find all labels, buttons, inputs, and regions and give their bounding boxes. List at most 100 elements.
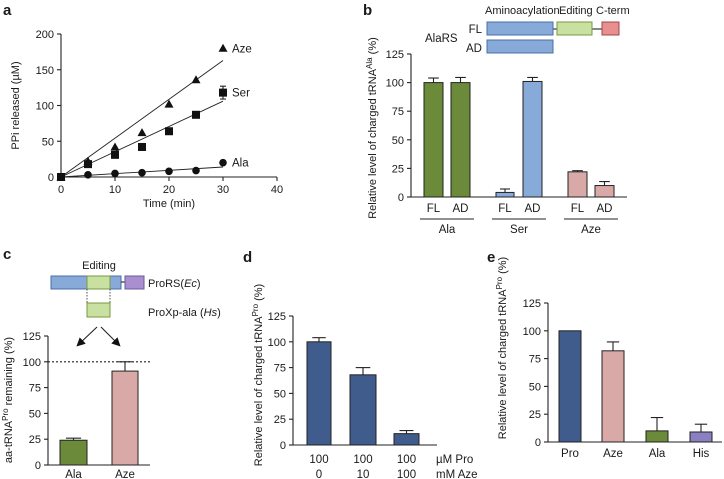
d-bar — [349, 374, 377, 446]
c-y-axis-label-superscript: Pro — [1, 408, 10, 421]
c-bar — [59, 439, 88, 466]
d-aze-concentration: 0 — [316, 469, 322, 479]
a-y-tick-label: 50 — [42, 136, 54, 148]
e-bar-label: Pro — [561, 448, 579, 460]
c-proxp-ala-label: ProXp-ala (Hs) — [148, 307, 221, 319]
c-y-axis-label-unit: remaining (%) — [3, 337, 15, 409]
c-editing-label: Editing — [82, 260, 116, 272]
c-proxp-ala-label-close: ) — [217, 307, 221, 319]
b-bar — [495, 191, 515, 198]
b-fl-cterm-domain — [601, 21, 620, 36]
d-bar — [306, 341, 332, 446]
d-aze-concentration: 100 — [397, 469, 416, 479]
b-y-tick-label: 125 — [386, 49, 404, 61]
b-bar-label: FL — [571, 203, 585, 215]
e-bar — [645, 430, 669, 443]
a-x-tick-label: 40 — [271, 184, 283, 196]
c-proxp-ala-label-text: ProXp-ala ( — [148, 307, 204, 319]
c-arrow-to-ala — [76, 326, 98, 347]
b-bar — [423, 82, 444, 198]
d-pro-concentration: 100 — [309, 454, 328, 466]
d-y-tick-label: 50 — [274, 388, 286, 400]
a-point-ala — [138, 168, 146, 177]
b-y-tick-label: 50 — [392, 135, 404, 147]
d-y-tick-label: 0 — [280, 440, 286, 452]
c-prors-label-text: ProRS( — [148, 278, 184, 290]
e-bar-label: Ala — [649, 448, 666, 460]
b-bar — [450, 82, 471, 198]
c-bar — [111, 370, 139, 466]
c-y-axis-label-text: aa-tRNA — [3, 420, 15, 463]
d-y-axis-label: Relative level of charged tRNAPro (%) — [251, 284, 266, 466]
d-y-tick-label: 100 — [268, 337, 286, 349]
panel-label-a: a — [3, 2, 12, 19]
c-prors-cterm-domain — [124, 275, 145, 290]
b-bar-label: AD — [453, 203, 469, 215]
a-series-label-aze: Aze — [232, 43, 252, 55]
b-bar-label: FL — [427, 203, 441, 215]
b-fl-aminoacylation-domain — [486, 21, 554, 36]
a-point-ser — [165, 127, 173, 136]
c-prors-label: ProRS(Ec) — [148, 278, 201, 290]
b-group-label: Aze — [581, 224, 601, 236]
d-y-axis-label-text: Relative level of charged tRNA — [253, 316, 265, 466]
e-bar — [558, 330, 582, 443]
b-domain-label-cterm: C-term — [596, 5, 630, 17]
a-point-ala — [165, 167, 173, 176]
a-point-ser — [111, 150, 119, 159]
e-bar — [601, 350, 625, 443]
c-y-tick-label: 0 — [35, 460, 41, 472]
d-aze-unit-label: mM Aze — [436, 469, 478, 479]
a-x-tick-label: 20 — [163, 184, 175, 196]
a-point-aze — [137, 128, 147, 137]
b-y-tick-label: 100 — [386, 78, 404, 90]
c-proxp-ala-label-species: Hs — [204, 307, 218, 319]
b-y-axis-label-unit: (%) — [367, 37, 379, 57]
a-point-ala — [219, 158, 227, 167]
d-y-tick-label: 125 — [268, 311, 286, 323]
d-y-axis-label-superscript: Pro — [251, 303, 260, 316]
panel-label-b: b — [363, 2, 372, 19]
a-y-tick-label: 0 — [48, 172, 54, 184]
b-domain-label-aminoacylation: Aminoacylation — [485, 5, 560, 17]
a-x-axis-label: Time (min) — [143, 198, 195, 210]
a-series-label-ala: Ala — [232, 158, 249, 170]
b-y-axis-label-text: Relative level of charged tRNA — [367, 68, 379, 218]
a-series-label-ser: Ser — [232, 88, 250, 100]
e-y-tick-label: 25 — [529, 409, 541, 421]
a-point-ala — [192, 166, 200, 175]
b-fl-editing-domain — [556, 21, 593, 36]
e-y-axis-label-unit: (%) — [497, 257, 509, 277]
b-bar — [567, 171, 588, 198]
c-y-tick-label: 125 — [23, 331, 41, 343]
c-y-tick-label: 100 — [23, 357, 41, 369]
e-y-tick-label: 50 — [529, 381, 541, 393]
b-y-tick-label: 75 — [392, 106, 404, 118]
a-point-ala — [111, 169, 119, 178]
c-prors-editing-domain — [86, 275, 111, 290]
c-bar-label: Ala — [65, 469, 82, 479]
a-point-ser — [192, 110, 200, 119]
e-y-axis-label: Relative level of charged tRNAPro (%) — [495, 257, 510, 439]
a-x-tick-label: 10 — [109, 184, 121, 196]
a-x-tick-label: 30 — [217, 184, 229, 196]
d-y-tick-label: 75 — [274, 363, 286, 375]
b-bar-label: AD — [597, 203, 613, 215]
d-pro-concentration: 100 — [353, 454, 372, 466]
a-point-ser — [219, 88, 227, 97]
b-group-label: Ala — [439, 224, 456, 236]
b-y-axis-label-superscript: Ala — [365, 57, 374, 69]
a-y-axis-label: PPi released (µM) — [10, 61, 22, 149]
c-proxp-ala-domain — [86, 302, 111, 318]
a-y-tick-label: 150 — [36, 65, 54, 77]
b-ad-aminoacylation-domain — [486, 39, 554, 54]
a-point-ser — [84, 160, 92, 169]
panel-label-d: d — [243, 249, 252, 266]
panel-label-e: e — [487, 249, 495, 266]
e-bar — [689, 431, 713, 443]
b-construct-label-ad: AD — [466, 43, 482, 55]
b-bar — [522, 80, 543, 198]
c-arrow-to-aze — [100, 326, 121, 347]
e-bar-label: Aze — [603, 448, 623, 460]
c-bar-label: Aze — [115, 469, 135, 479]
